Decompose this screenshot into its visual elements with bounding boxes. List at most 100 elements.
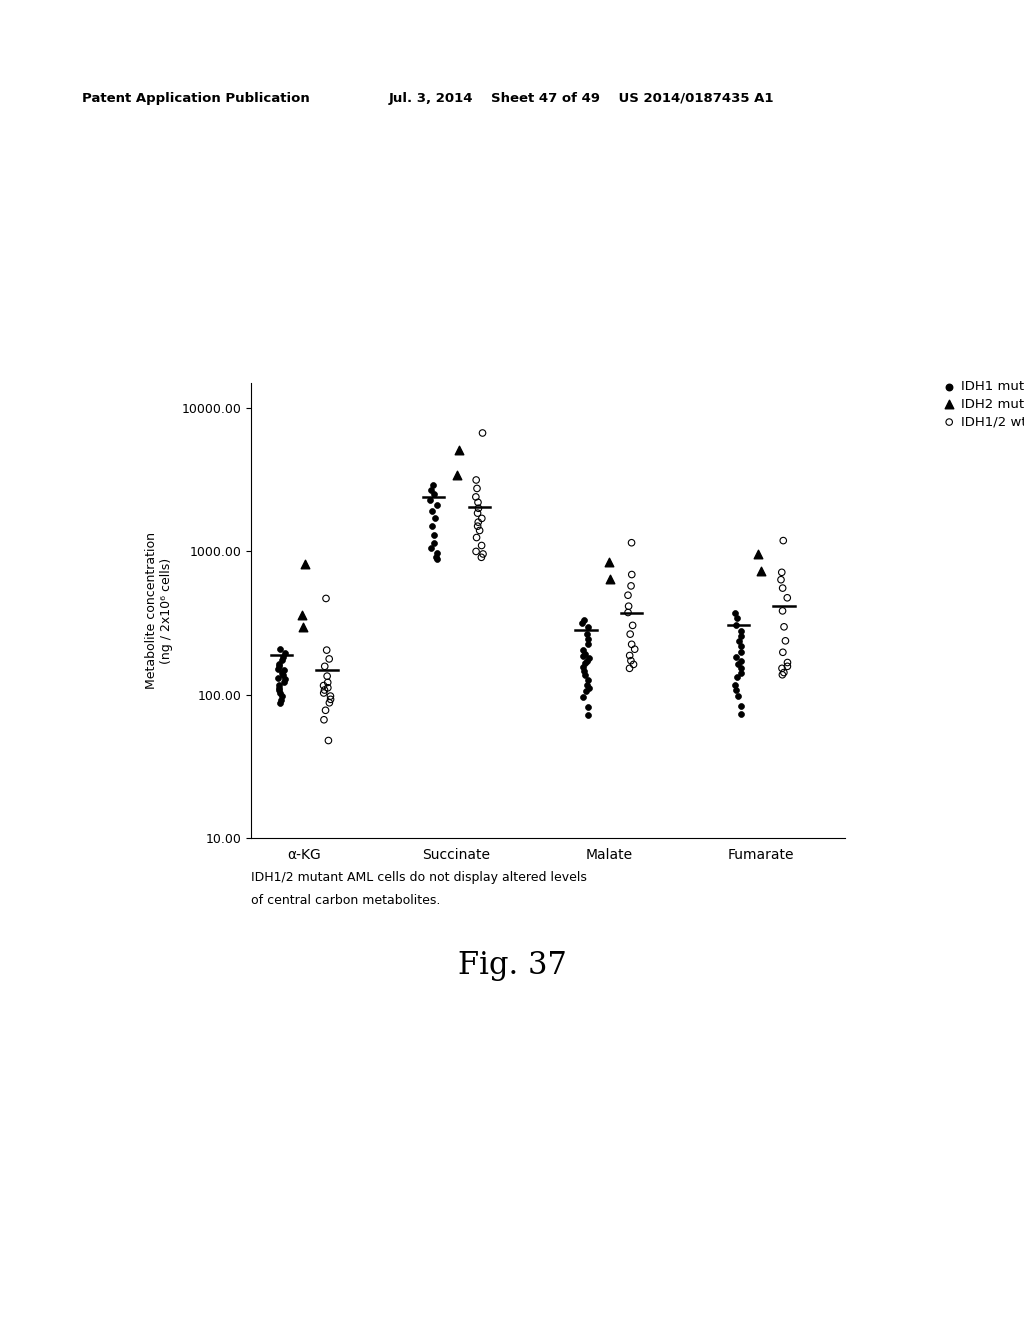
- Point: [424, 500, 440, 521]
- Point: [429, 543, 445, 564]
- Point: [575, 609, 592, 630]
- Point: [271, 693, 288, 714]
- Point: [727, 614, 743, 635]
- Point: [620, 602, 636, 623]
- Point: [580, 697, 596, 718]
- Point: [276, 669, 293, 690]
- Point: [623, 576, 639, 597]
- Point: [273, 649, 290, 671]
- Point: [579, 651, 595, 672]
- Point: [474, 508, 490, 529]
- Point: [622, 645, 638, 667]
- Point: [625, 615, 641, 636]
- Point: [733, 651, 750, 672]
- Point: [732, 626, 749, 647]
- Point: [728, 607, 744, 628]
- Point: [732, 657, 749, 678]
- Point: [578, 680, 594, 701]
- Point: [779, 656, 796, 677]
- Point: [316, 680, 333, 701]
- Point: [321, 730, 337, 751]
- Point: [580, 623, 596, 644]
- Point: [729, 667, 745, 688]
- Point: [323, 689, 339, 710]
- Point: [577, 644, 593, 665]
- Point: [620, 585, 636, 606]
- Point: [622, 623, 638, 644]
- Point: [581, 677, 597, 698]
- Point: [468, 541, 484, 562]
- Point: [732, 696, 749, 717]
- Point: [581, 616, 597, 638]
- Point: [577, 660, 593, 681]
- Point: [774, 578, 791, 599]
- Point: [729, 685, 745, 706]
- Point: [318, 640, 335, 661]
- Point: [269, 659, 286, 680]
- Point: [728, 647, 744, 668]
- Point: [574, 686, 591, 708]
- Point: [468, 527, 484, 548]
- Text: Jul. 3, 2014    Sheet 47 of 49    US 2014/0187435 A1: Jul. 3, 2014 Sheet 47 of 49 US 2014/0187…: [389, 92, 774, 106]
- Point: [602, 569, 618, 590]
- Point: [580, 669, 596, 690]
- Point: [730, 653, 746, 675]
- Point: [272, 689, 289, 710]
- Point: [270, 656, 287, 677]
- Point: [475, 544, 492, 565]
- Point: [275, 660, 292, 681]
- Point: [473, 535, 489, 556]
- Point: [315, 709, 332, 730]
- Point: [294, 605, 310, 626]
- Point: [733, 704, 750, 725]
- Point: [577, 652, 593, 673]
- Point: [423, 479, 439, 500]
- Point: [469, 516, 485, 537]
- Point: [624, 634, 640, 655]
- Point: [733, 620, 750, 642]
- Text: of central carbon metabolites.: of central carbon metabolites.: [251, 894, 440, 907]
- Point: [773, 569, 790, 590]
- Point: [776, 616, 793, 638]
- Point: [270, 680, 287, 701]
- Point: [451, 440, 467, 461]
- Point: [428, 546, 444, 568]
- Point: [774, 664, 791, 685]
- Point: [779, 587, 796, 609]
- Point: [580, 628, 596, 649]
- Point: [319, 677, 336, 698]
- Point: [623, 651, 639, 672]
- Point: [274, 645, 291, 667]
- Point: [427, 508, 443, 529]
- Point: [580, 634, 596, 655]
- Point: [315, 682, 332, 704]
- Point: [774, 642, 791, 663]
- Legend: IDH1 mutant, IDH2 mutant, IDH1/2 wt: IDH1 mutant, IDH2 mutant, IDH1/2 wt: [943, 380, 1024, 429]
- Point: [753, 560, 769, 581]
- Point: [580, 705, 596, 726]
- Point: [425, 475, 441, 496]
- Text: IDH1/2 mutant AML cells do not display altered levels: IDH1/2 mutant AML cells do not display a…: [251, 871, 587, 884]
- Point: [470, 492, 486, 513]
- Point: [272, 638, 289, 659]
- Point: [273, 685, 290, 706]
- Point: [626, 653, 642, 675]
- Point: [321, 648, 337, 669]
- Point: [627, 639, 643, 660]
- Point: [429, 495, 445, 516]
- Point: [274, 664, 291, 685]
- Point: [473, 546, 489, 568]
- Point: [577, 665, 593, 686]
- Point: [270, 653, 287, 675]
- Point: [270, 677, 287, 698]
- Point: [468, 486, 484, 507]
- Point: [579, 675, 595, 696]
- Point: [322, 692, 338, 713]
- Point: [574, 640, 591, 661]
- Point: [574, 645, 591, 667]
- Point: [774, 657, 791, 678]
- Point: [275, 672, 292, 693]
- Point: [271, 682, 288, 704]
- Text: Fig. 37: Fig. 37: [458, 950, 566, 981]
- Point: [426, 524, 442, 545]
